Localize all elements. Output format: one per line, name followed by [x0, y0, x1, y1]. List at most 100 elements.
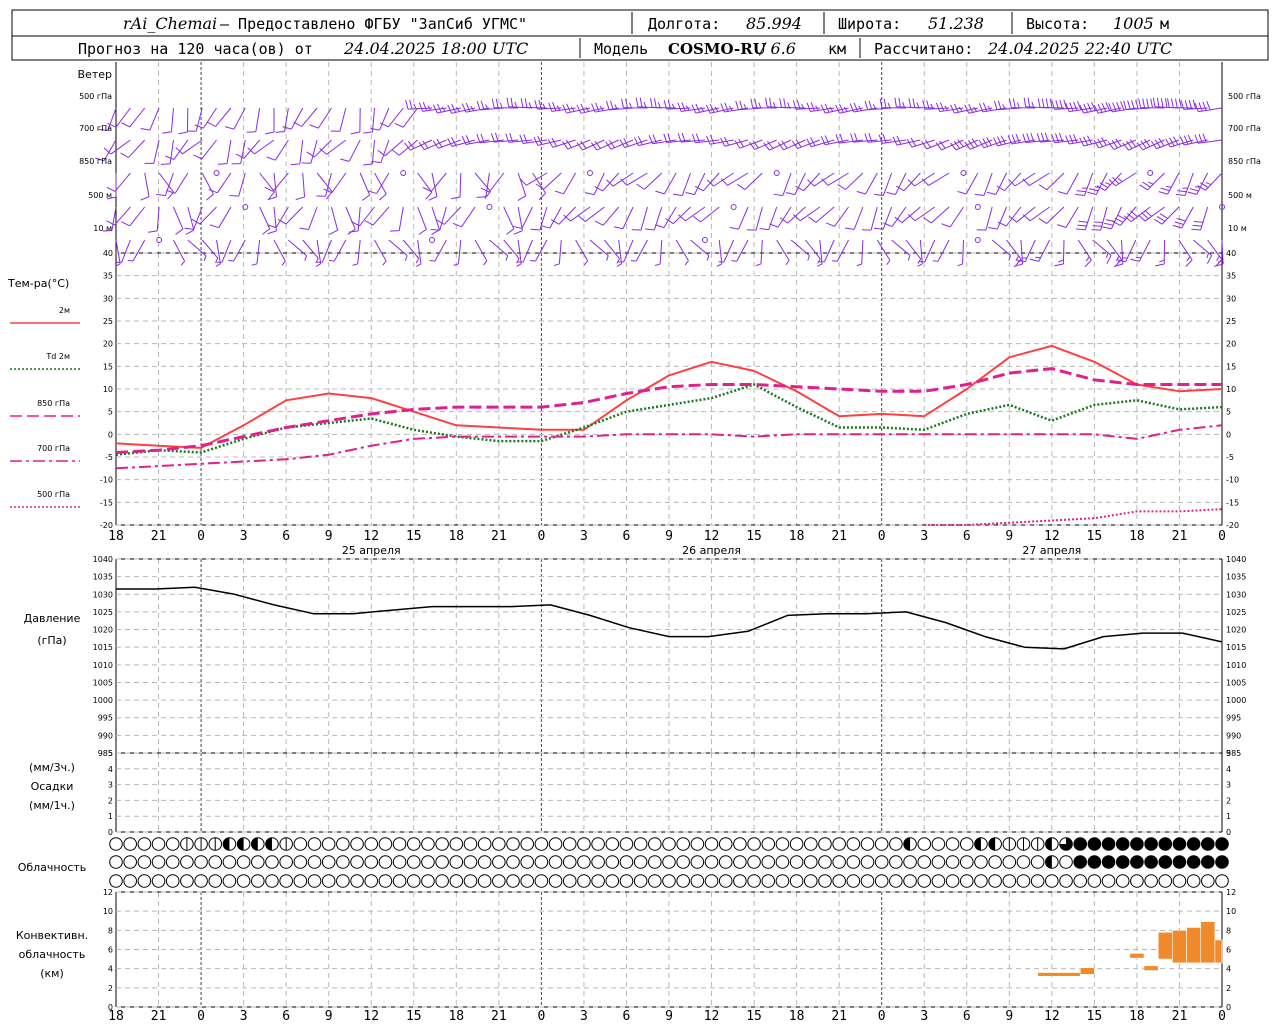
cloud-symbol — [463, 837, 478, 851]
wind-barb — [329, 206, 339, 235]
barb-feather — [1136, 142, 1144, 151]
cloud-fill — [903, 837, 911, 851]
barb-feather — [681, 102, 686, 112]
barb-staff — [376, 172, 390, 194]
cloud-symbol — [775, 874, 790, 888]
barb-staff — [193, 206, 203, 230]
barb-feather — [720, 137, 726, 147]
wind-barb — [663, 99, 691, 110]
cloud-circle — [336, 855, 350, 869]
x-tick-label: 9 — [665, 1009, 673, 1024]
wind-barb — [921, 172, 950, 186]
cloud-symbol — [109, 855, 123, 869]
cloud-circle — [846, 874, 861, 888]
barb-staff — [461, 206, 476, 228]
cloud-circle — [1201, 855, 1215, 869]
barb-feather — [912, 98, 916, 108]
wind-barb — [1075, 172, 1094, 197]
calm-circle — [974, 204, 981, 210]
barb-feather — [886, 260, 891, 266]
wind-barb — [820, 135, 849, 146]
cloud-circle — [463, 874, 478, 888]
cloud-symbol — [1059, 837, 1073, 851]
barb-staff — [777, 206, 792, 228]
barb-feather — [535, 183, 544, 190]
cloud-symbol — [506, 855, 520, 869]
y-tick-label: -10 — [1226, 476, 1239, 485]
barb-feather — [1075, 228, 1086, 231]
barb-feather — [516, 263, 522, 267]
cloud-circle — [463, 855, 478, 869]
barb-feather — [1026, 133, 1031, 143]
wind-barb — [1054, 239, 1065, 267]
cloud-symbol — [747, 855, 761, 869]
barb-feather — [882, 133, 887, 143]
cloud-symbol — [1115, 837, 1130, 851]
barb-feather — [667, 133, 672, 143]
cloud-symbol — [180, 837, 194, 851]
cloud-circle — [109, 855, 123, 869]
barb-feather — [470, 105, 475, 111]
cloud-symbol — [449, 855, 464, 869]
wind-barb — [247, 139, 275, 155]
barb-feather — [106, 186, 116, 192]
barb-feather — [1083, 136, 1089, 146]
provider-text: — Предоставлено ФГБУ "ЗапСиб УГМС" — [220, 15, 527, 33]
barb-feather — [1079, 137, 1085, 147]
cloud-symbol — [378, 874, 393, 888]
barb-feather — [709, 103, 715, 113]
barb-staff — [744, 172, 763, 190]
barb-feather — [1117, 214, 1126, 220]
cloud-symbol — [1002, 837, 1017, 851]
wind-barb — [379, 107, 404, 128]
y-tick-label: 3 — [1226, 781, 1231, 790]
cloud-circle — [123, 855, 137, 869]
barb-feather — [633, 137, 639, 146]
cloud-symbol — [1130, 855, 1144, 869]
barb-feather — [432, 140, 439, 149]
cloud-circle — [591, 874, 605, 888]
wind-barb — [377, 139, 404, 157]
barb-feather — [1044, 132, 1049, 142]
cloud-symbol — [279, 874, 293, 888]
cloud-symbol — [959, 874, 974, 888]
x-tick-label: 12 — [363, 529, 379, 544]
wind-barb — [613, 206, 634, 230]
barb-feather — [162, 131, 172, 134]
barb-feather — [1187, 191, 1197, 195]
barb-feather — [1117, 259, 1123, 263]
cloud-symbol — [123, 837, 137, 851]
barb-feather — [1130, 210, 1138, 218]
barb-feather — [950, 142, 957, 151]
wind-barb — [575, 239, 589, 266]
barb-staff — [115, 107, 131, 128]
convective-block — [1157, 931, 1173, 960]
barb-feather — [1214, 263, 1224, 267]
barb-staff — [310, 139, 318, 164]
barb-feather — [629, 102, 632, 109]
wind-barb — [106, 172, 131, 192]
barb-feather — [1008, 255, 1012, 261]
barb-feather — [1116, 259, 1126, 263]
legend-label: 500 гПа — [37, 490, 70, 499]
barb-staff — [1125, 239, 1137, 262]
wind-barb — [594, 172, 620, 192]
barb-staff — [983, 172, 993, 196]
barb-feather — [194, 124, 204, 129]
cloud-symbol — [959, 837, 974, 851]
calm-circle — [1219, 204, 1225, 210]
wind-barb — [633, 136, 662, 147]
barb-staff — [755, 206, 763, 231]
barb-feather — [1087, 191, 1097, 195]
y-tick-label: 35 — [1226, 272, 1236, 281]
cloud-symbol — [236, 837, 251, 851]
cloud-symbol — [1215, 874, 1229, 888]
cloud-symbol — [818, 837, 832, 851]
cloud-circle — [321, 837, 336, 851]
barb-feather — [606, 255, 609, 261]
barb-staff — [438, 139, 461, 149]
cloud-circle — [534, 855, 549, 869]
wind-barb — [590, 139, 619, 151]
barb-feather — [1091, 102, 1096, 111]
